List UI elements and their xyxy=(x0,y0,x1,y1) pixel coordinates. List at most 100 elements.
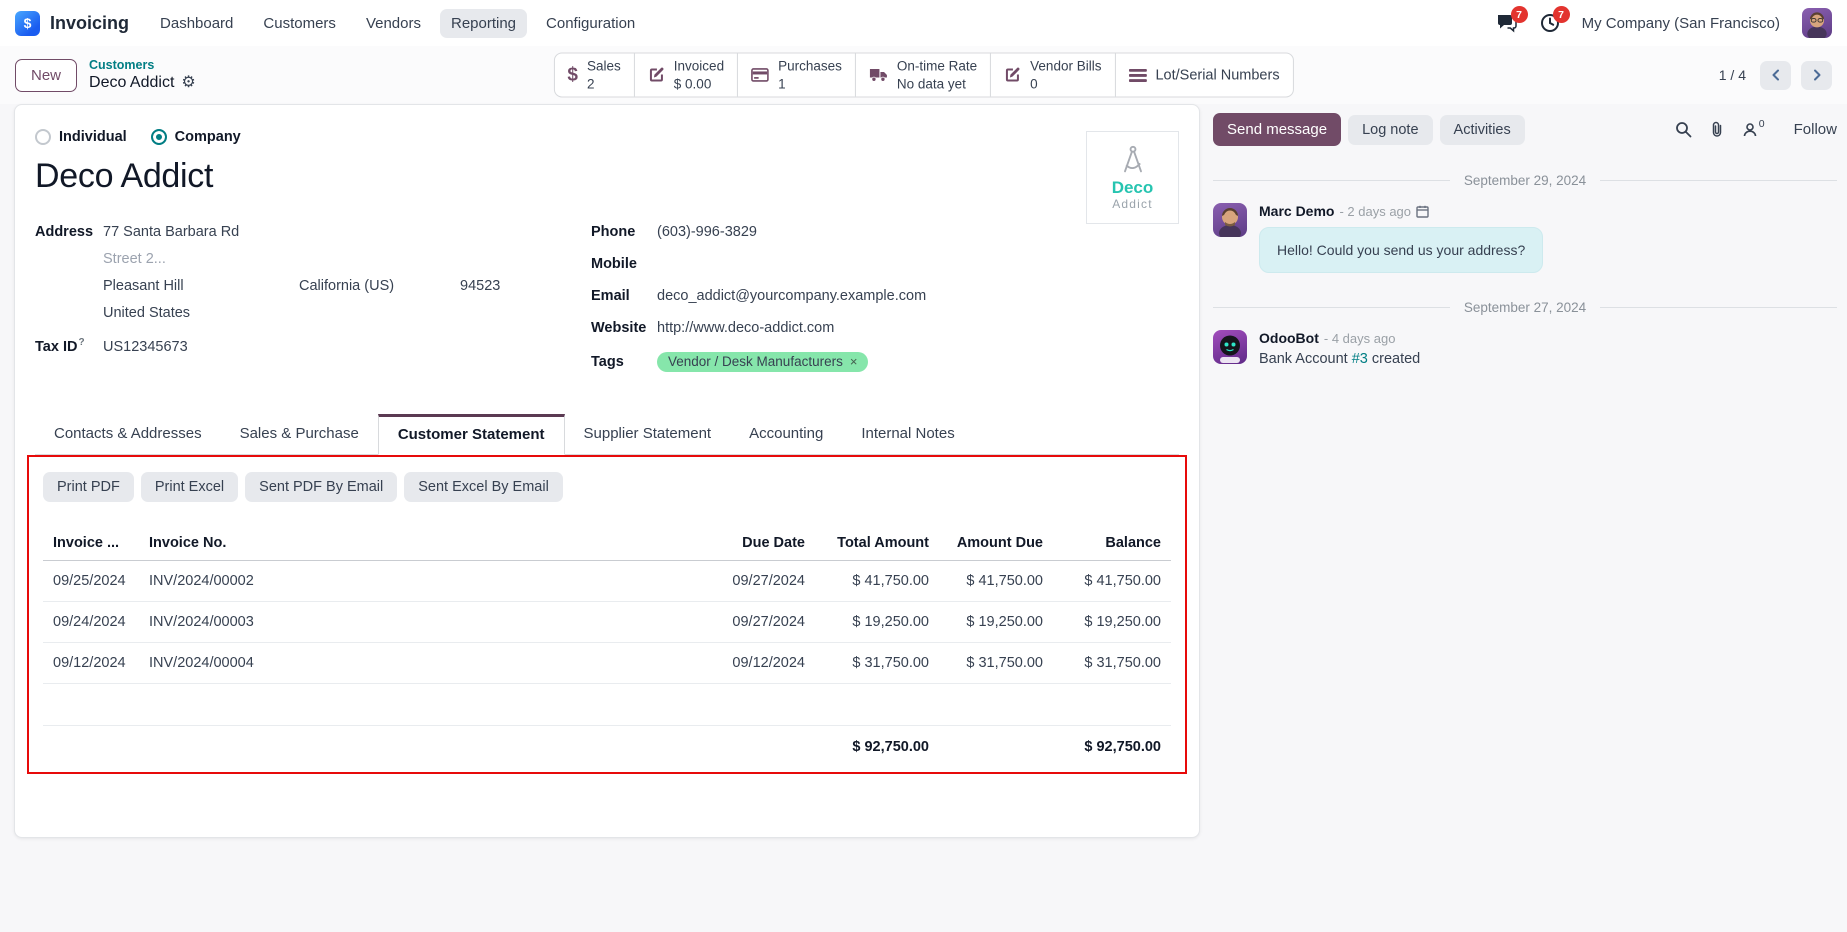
tag-vendor-desk-manufacturers[interactable]: Vendor / Desk Manufacturers × xyxy=(657,352,869,372)
country-field[interactable]: United States xyxy=(103,305,191,321)
breadcrumb-customers[interactable]: Customers xyxy=(89,57,155,72)
smart-button-sales[interactable]: $ Sales 2 xyxy=(554,53,635,97)
smart-button-lot-serial[interactable]: Lot/Serial Numbers xyxy=(1115,53,1292,96)
radio-individual[interactable]: Individual xyxy=(35,129,127,145)
col-invoice-date[interactable]: Invoice ... xyxy=(43,526,139,561)
contact-form-sheet: Individual Company Deco Addict Deco Addi… xyxy=(14,104,1200,838)
empty-row xyxy=(43,683,1171,726)
gear-icon[interactable]: ⚙ xyxy=(181,73,196,91)
avatar-odoobot[interactable] xyxy=(1213,330,1247,364)
table-row[interactable]: 09/25/2024 INV/2024/00002 09/27/2024 $ 4… xyxy=(43,560,1171,602)
message-author[interactable]: Marc Demo xyxy=(1259,203,1335,219)
cell-amount-due: $ 41,750.00 xyxy=(939,560,1053,602)
log-message-text: created xyxy=(1371,351,1421,367)
app-name[interactable]: Invoicing xyxy=(50,12,130,33)
company-logo[interactable]: Deco Addict xyxy=(1086,131,1179,224)
chevron-left-icon xyxy=(1772,69,1779,81)
search-messages-icon[interactable] xyxy=(1675,121,1692,138)
tab-sales-purchase[interactable]: Sales & Purchase xyxy=(239,425,359,442)
breadcrumb-current: Deco Addict xyxy=(89,73,175,91)
phone-field[interactable]: (603)-996-3829 xyxy=(657,224,757,240)
col-due-date[interactable]: Due Date xyxy=(703,526,815,561)
tab-supplier-statement[interactable]: Supplier Statement xyxy=(583,425,712,442)
attachments-paperclip-icon[interactable] xyxy=(1709,121,1725,138)
avatar-marc-demo[interactable] xyxy=(1213,203,1247,237)
radio-circle-company[interactable] xyxy=(150,129,167,145)
calendar-icon xyxy=(1416,205,1429,218)
total-amount-sum: $ 92,750.00 xyxy=(852,739,929,755)
tab-contacts-addresses[interactable]: Contacts & Addresses xyxy=(54,425,202,442)
smart-label: Sales xyxy=(587,58,621,74)
log-note-button[interactable]: Log note xyxy=(1348,114,1433,145)
help-icon[interactable]: ? xyxy=(78,337,85,348)
print-pdf-button[interactable]: Print PDF xyxy=(43,472,134,502)
smart-button-invoiced[interactable]: Invoiced $ 0.00 xyxy=(635,53,739,97)
street2-field[interactable]: Street 2... xyxy=(103,251,166,267)
tab-internal-notes[interactable]: Internal Notes xyxy=(861,425,955,442)
col-invoice-no[interactable]: Invoice No. xyxy=(139,526,703,561)
message-time: - 4 days ago xyxy=(1323,330,1396,346)
invoicing-app-icon[interactable]: $ xyxy=(15,10,40,36)
email-field[interactable]: deco_addict@yourcompany.example.com xyxy=(657,288,927,304)
tax-id-field[interactable]: US12345673 xyxy=(103,338,188,355)
col-balance[interactable]: Balance xyxy=(1053,526,1171,561)
cell-invoice-no: INV/2024/00004 xyxy=(139,642,703,684)
smart-button-ontime-rate[interactable]: On-time Rate No data yet xyxy=(856,53,992,97)
cell-due-date: 09/27/2024 xyxy=(703,560,815,602)
statement-actions: Print PDF Print Excel Sent PDF By Email … xyxy=(43,472,1171,502)
menu-configuration[interactable]: Configuration xyxy=(546,14,636,32)
menu-dashboard[interactable]: Dashboard xyxy=(160,14,234,32)
pager-next-button[interactable] xyxy=(1801,60,1832,90)
city-field[interactable]: Pleasant Hill xyxy=(103,278,184,294)
company-switcher[interactable]: My Company (San Francisco) xyxy=(1581,14,1780,32)
robot-face-icon xyxy=(1220,335,1240,363)
mobile-label: Mobile xyxy=(591,256,637,272)
activities-clock-icon[interactable]: 7 xyxy=(1540,6,1570,33)
activities-button[interactable]: Activities xyxy=(1439,114,1525,145)
radio-circle-individual[interactable] xyxy=(35,129,51,145)
edit-icon xyxy=(1004,67,1021,84)
user-avatar[interactable] xyxy=(1802,8,1832,38)
cell-total-amount: $ 41,750.00 xyxy=(815,560,939,602)
col-amount-due[interactable]: Amount Due xyxy=(939,526,1053,561)
customer-statement-panel: Print PDF Print Excel Sent PDF By Email … xyxy=(27,455,1187,774)
send-excel-email-button[interactable]: Sent Excel By Email xyxy=(404,472,563,502)
message-odoobot: OdooBot - 4 days ago Bank Account #3 cre… xyxy=(1213,330,1837,367)
message-author[interactable]: OdooBot xyxy=(1259,330,1319,346)
follow-button[interactable]: Follow xyxy=(1793,121,1837,138)
zip-field[interactable]: 94523 xyxy=(460,278,501,294)
send-message-button[interactable]: Send message xyxy=(1213,113,1342,146)
print-excel-button[interactable]: Print Excel xyxy=(140,472,239,502)
website-label: Website xyxy=(591,320,647,336)
tab-customer-statement[interactable]: Customer Statement xyxy=(377,414,565,455)
col-total-amount[interactable]: Total Amount xyxy=(815,526,939,561)
website-field[interactable]: http://www.deco-addict.com xyxy=(657,320,835,336)
company-name-title[interactable]: Deco Addict xyxy=(35,157,214,195)
street-field[interactable]: 77 Santa Barbara Rd xyxy=(103,224,240,240)
cell-total-amount: $ 31,750.00 xyxy=(815,642,939,684)
cell-invoice-date: 09/12/2024 xyxy=(43,642,139,684)
table-row[interactable]: 09/12/2024 INV/2024/00004 09/12/2024 $ 3… xyxy=(43,642,1171,684)
date-separator: September 29, 2024 xyxy=(1213,173,1837,188)
tab-accounting[interactable]: Accounting xyxy=(749,425,824,442)
new-button[interactable]: New xyxy=(15,58,78,92)
menu-reporting[interactable]: Reporting xyxy=(439,8,528,38)
bank-account-link[interactable]: #3 xyxy=(1351,351,1368,367)
messages-icon[interactable]: 7 xyxy=(1496,6,1528,33)
smart-button-vendor-bills[interactable]: Vendor Bills 0 xyxy=(991,53,1116,97)
cell-balance: $ 31,750.00 xyxy=(1053,642,1171,684)
address-label: Address xyxy=(35,224,94,240)
menu-customers[interactable]: Customers xyxy=(263,14,336,32)
cell-amount-due: $ 19,250.00 xyxy=(939,601,1053,643)
send-pdf-email-button[interactable]: Sent PDF By Email xyxy=(245,472,398,502)
followers-icon[interactable]: 0 xyxy=(1742,118,1765,138)
edit-icon xyxy=(648,67,665,84)
state-field[interactable]: California (US) xyxy=(299,278,395,294)
pager-previous-button[interactable] xyxy=(1760,60,1791,90)
table-row[interactable]: 09/24/2024 INV/2024/00003 09/27/2024 $ 1… xyxy=(43,601,1171,643)
menu-vendors[interactable]: Vendors xyxy=(365,14,421,32)
tag-remove-icon[interactable]: × xyxy=(849,354,858,369)
radio-label-individual: Individual xyxy=(59,129,127,145)
smart-button-purchases[interactable]: Purchases 1 xyxy=(738,53,856,97)
radio-company[interactable]: Company xyxy=(150,129,241,145)
